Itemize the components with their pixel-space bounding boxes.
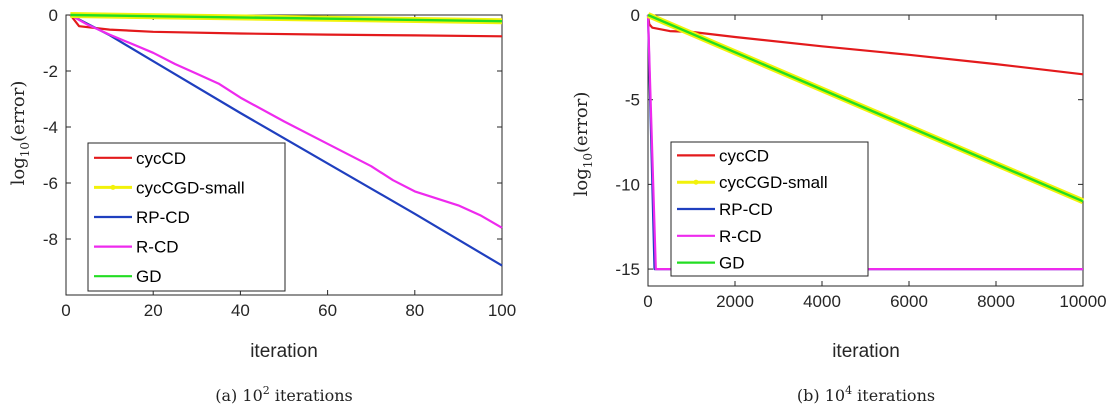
legend-label: cycCD [136, 149, 186, 168]
legend-marker [110, 184, 116, 190]
series-line-r-cd [646, 14, 1083, 271]
legend-label: R-CD [136, 238, 179, 257]
x-tick-label: 0 [61, 301, 70, 320]
legend-marker [693, 179, 699, 185]
series-line-gd [647, 13, 1084, 203]
x-tick-label: 0 [643, 292, 652, 311]
chart-panel-b: log10(error) iteration (b) 104 iteration… [571, 6, 1107, 405]
y-axis-label: log10(error) [571, 92, 595, 197]
legend-label: R-CD [719, 227, 762, 246]
x-tick-label: 10000 [1059, 292, 1106, 311]
x-axis-label: iteration [832, 341, 900, 362]
y-tick-label: -5 [625, 91, 640, 110]
x-tick-label: 20 [144, 301, 163, 320]
y-tick-label: -15 [615, 260, 640, 279]
legend-label: RP-CD [136, 208, 190, 227]
y-tick-label: -4 [43, 118, 58, 137]
x-tick-label: 4000 [803, 292, 841, 311]
y-tick-label: -2 [43, 62, 58, 81]
y-tick-label: 0 [631, 6, 640, 25]
x-tick-label: 2000 [716, 292, 754, 311]
x-tick-label: 100 [488, 301, 516, 320]
series-line-cyccd [646, 14, 1084, 76]
series-line-r-cd [69, 14, 503, 229]
legend-label: cycCGD-small [136, 178, 245, 197]
figure-caption: (a) 102 iterations [215, 384, 352, 405]
series-line-gd [70, 13, 503, 23]
y-tick-label: -8 [43, 230, 58, 249]
y-tick-label: -10 [615, 175, 640, 194]
legend-label: GD [719, 254, 745, 273]
legend-label: cycCGD-small [719, 173, 828, 192]
legend-label: cycCD [719, 146, 769, 165]
x-axis-label: iteration [250, 341, 318, 362]
y-tick-label: -6 [43, 174, 58, 193]
x-tick-label: 8000 [977, 292, 1015, 311]
x-tick-label: 80 [405, 301, 424, 320]
x-tick-label: 40 [231, 301, 250, 320]
y-axis-label: log10(error) [8, 81, 32, 186]
x-tick-label: 60 [318, 301, 337, 320]
figure-caption: (b) 104 iterations [797, 384, 935, 405]
chart-panel-a: log10(error) iteration (a) 102 iteration… [8, 6, 516, 405]
series-line-cyccd [69, 14, 503, 38]
y-tick-label: 0 [49, 6, 58, 25]
legend-label: RP-CD [719, 200, 773, 219]
x-tick-label: 6000 [890, 292, 928, 311]
legend-label: GD [136, 267, 162, 286]
